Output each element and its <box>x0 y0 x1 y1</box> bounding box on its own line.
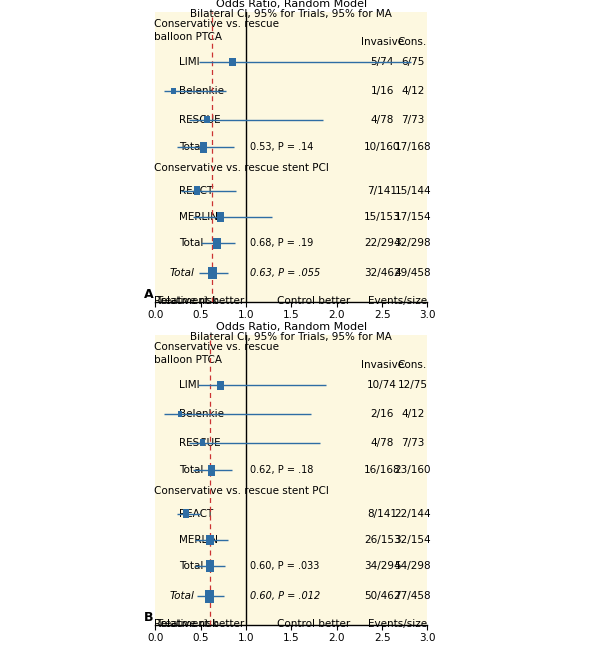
Text: 32/462: 32/462 <box>364 268 400 278</box>
Text: Belenkie: Belenkie <box>179 409 224 419</box>
Text: Total: Total <box>179 562 203 571</box>
Bar <box>213 238 221 249</box>
Text: MERLIN: MERLIN <box>179 535 218 545</box>
Bar <box>217 381 224 390</box>
Text: 4/78: 4/78 <box>370 115 394 125</box>
Text: Conservative vs. rescue: Conservative vs. rescue <box>154 19 279 29</box>
Text: B: B <box>144 611 154 624</box>
Text: Total: Total <box>179 239 203 248</box>
Text: 2/16: 2/16 <box>370 409 394 419</box>
Text: Bilateral CI, 95% for Trials, 95% for MA: Bilateral CI, 95% for Trials, 95% for MA <box>190 332 393 342</box>
Text: RESCUE: RESCUE <box>179 115 220 125</box>
Text: 0.60, P = .012: 0.60, P = .012 <box>250 592 320 601</box>
Text: Belenkie: Belenkie <box>179 86 224 96</box>
Text: 6/75: 6/75 <box>401 57 424 67</box>
Text: 26/153: 26/153 <box>364 535 400 545</box>
Text: 7/73: 7/73 <box>401 115 424 125</box>
Text: 8/141: 8/141 <box>367 509 397 519</box>
Text: 16/168: 16/168 <box>364 465 400 475</box>
Text: 7/141: 7/141 <box>367 186 397 196</box>
Text: Conservative vs. rescue: Conservative vs. rescue <box>154 342 279 352</box>
Text: 12/75: 12/75 <box>398 380 428 390</box>
Text: Events/size: Events/size <box>368 296 427 306</box>
Text: A: A <box>144 288 154 301</box>
Text: 50/462: 50/462 <box>364 592 400 601</box>
Bar <box>204 116 209 123</box>
Text: balloon PTCA: balloon PTCA <box>154 32 222 42</box>
Text: Treatment better: Treatment better <box>157 619 245 629</box>
Text: Total: Total <box>170 592 194 601</box>
Text: 4/12: 4/12 <box>401 409 424 419</box>
Bar <box>178 411 182 417</box>
Bar <box>229 58 236 66</box>
Bar <box>217 213 224 222</box>
Bar <box>205 590 214 603</box>
Text: Relative risk: Relative risk <box>154 619 218 629</box>
Text: 1/16: 1/16 <box>370 86 394 96</box>
Bar <box>194 187 200 195</box>
Bar <box>208 465 216 476</box>
Text: 32/298: 32/298 <box>394 239 431 248</box>
Text: 49/458: 49/458 <box>394 268 431 278</box>
Bar <box>183 510 190 518</box>
Text: 0.68, P = .19: 0.68, P = .19 <box>250 239 313 248</box>
Text: 0.63, P = .055: 0.63, P = .055 <box>250 268 320 278</box>
Text: Bilateral CI, 95% for Trials, 95% for MA: Bilateral CI, 95% for Trials, 95% for MA <box>190 9 393 19</box>
Text: 0.53, P = .14: 0.53, P = .14 <box>250 142 313 152</box>
Text: 15/144: 15/144 <box>394 186 431 196</box>
Text: LIMI: LIMI <box>179 380 199 390</box>
Text: 17/154: 17/154 <box>394 212 431 222</box>
Text: 4/78: 4/78 <box>370 438 394 448</box>
Bar <box>206 535 214 545</box>
Text: Conservative vs. rescue stent PCI: Conservative vs. rescue stent PCI <box>154 486 328 496</box>
Text: Odds Ratio, Random Model: Odds Ratio, Random Model <box>216 0 367 9</box>
Text: 15/153: 15/153 <box>364 212 400 222</box>
Bar <box>208 267 217 280</box>
Text: 32/154: 32/154 <box>394 535 431 545</box>
Text: Treatment better: Treatment better <box>157 296 245 306</box>
Text: 77/458: 77/458 <box>394 592 431 601</box>
Text: 22/294: 22/294 <box>364 239 400 248</box>
Text: 10/74: 10/74 <box>367 380 397 390</box>
Text: Events/size: Events/size <box>368 619 427 629</box>
Bar <box>200 142 207 153</box>
Text: Invasive: Invasive <box>361 36 403 47</box>
Text: 17/168: 17/168 <box>394 142 431 152</box>
Text: MERLIN: MERLIN <box>179 212 218 222</box>
Text: 5/74: 5/74 <box>370 57 394 67</box>
Text: 23/160: 23/160 <box>395 465 431 475</box>
Text: Relative risk: Relative risk <box>154 296 218 306</box>
Text: balloon PTCA: balloon PTCA <box>154 355 222 365</box>
Text: Odds Ratio, Random Model: Odds Ratio, Random Model <box>216 322 367 332</box>
Text: 7/73: 7/73 <box>401 438 424 448</box>
Text: REACT: REACT <box>179 509 213 519</box>
Text: RESCUE: RESCUE <box>179 438 220 448</box>
Text: 0.60, P = .033: 0.60, P = .033 <box>250 562 319 571</box>
Text: Control better: Control better <box>278 296 351 306</box>
Bar <box>171 88 176 94</box>
Text: LIMI: LIMI <box>179 57 199 67</box>
Bar <box>205 560 214 573</box>
Text: Invasive: Invasive <box>361 359 403 370</box>
Text: Total: Total <box>170 268 194 278</box>
Text: Cons.: Cons. <box>397 36 427 47</box>
Text: Total: Total <box>179 465 203 475</box>
Text: Total: Total <box>179 142 203 152</box>
Text: REACT: REACT <box>179 186 213 196</box>
Text: Conservative vs. rescue stent PCI: Conservative vs. rescue stent PCI <box>154 162 328 173</box>
Text: Control better: Control better <box>278 619 351 629</box>
Bar <box>200 439 205 446</box>
Text: 4/12: 4/12 <box>401 86 424 96</box>
Text: 54/298: 54/298 <box>394 562 431 571</box>
Text: 34/294: 34/294 <box>364 562 400 571</box>
Text: Cons.: Cons. <box>397 359 427 370</box>
Text: 0.62, P = .18: 0.62, P = .18 <box>250 465 313 475</box>
Text: 10/160: 10/160 <box>364 142 400 152</box>
Text: 22/144: 22/144 <box>394 509 431 519</box>
